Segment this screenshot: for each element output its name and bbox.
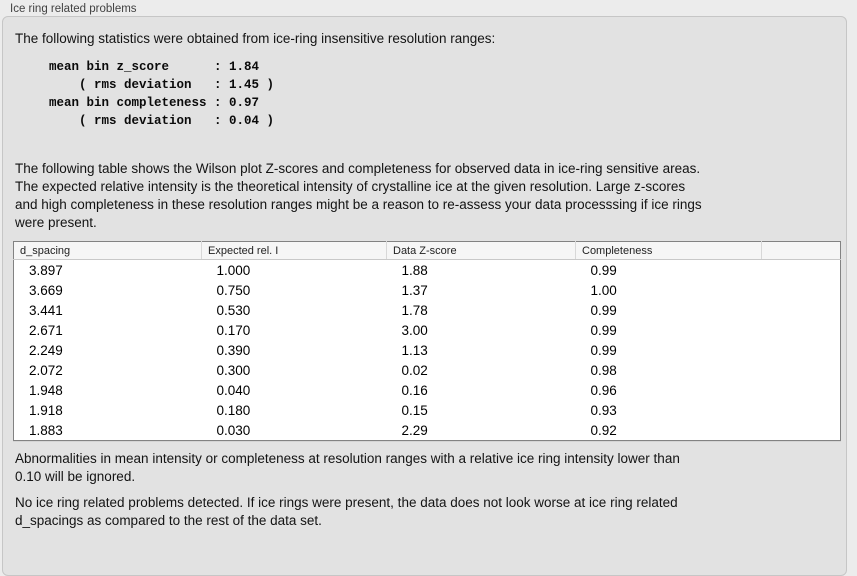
ice-table-header-row: d_spacing Expected rel. I Data Z-score Comp… <box>13 241 841 260</box>
table-cell: 0.99 <box>590 302 617 318</box>
table-cell: 1.00 <box>590 282 617 298</box>
table-cell <box>762 360 841 380</box>
column-header[interactable]: Completeness <box>575 241 762 260</box>
table-cell: 1.13 <box>401 342 428 358</box>
table-row[interactable]: 1.918 0.180 0.15 0.93 <box>14 400 841 420</box>
table-cell: 1.918 <box>29 402 63 418</box>
table-cell: 0.040 <box>216 382 251 398</box>
table-cell: 0.15 <box>401 402 428 418</box>
table-cell: 3.00 <box>401 322 428 338</box>
ice-ring-groupbox: The following statistics were obtained f… <box>2 16 847 576</box>
table-cell: 1.37 <box>401 282 428 298</box>
table-row[interactable]: 3.669 0.750 1.37 1.00 <box>14 280 841 300</box>
table-cell: 0.390 <box>216 342 251 358</box>
table-cell: 1.883 <box>29 422 63 438</box>
table-cell: 3.441 <box>29 302 63 318</box>
table-cell <box>762 400 841 420</box>
table-cell <box>762 320 841 340</box>
stats-block: mean bin z_score : 1.84 ( rms deviation … <box>49 60 275 128</box>
table-cell: 0.99 <box>590 342 617 358</box>
table-row[interactable]: 2.249 0.390 1.13 0.99 <box>14 340 841 360</box>
table-row[interactable]: 2.072 0.300 0.02 0.98 <box>14 360 841 380</box>
ignore-note-text: Abnormalities in mean intensity or compl… <box>15 451 680 484</box>
table-cell: 0.96 <box>590 382 617 398</box>
table-description-text: The following table shows the Wilson plo… <box>15 161 702 230</box>
table-cell: 1.78 <box>401 302 428 318</box>
table-cell: 0.16 <box>401 382 428 398</box>
table-cell: 1.88 <box>401 262 428 278</box>
table-cell: 1.948 <box>29 382 63 398</box>
table-cell: 0.99 <box>590 262 617 278</box>
column-header[interactable]: Data Z-score <box>386 241 576 260</box>
column-header[interactable]: Expected rel. I <box>201 241 387 260</box>
table-cell <box>762 340 841 360</box>
table-row[interactable]: 3.441 0.530 1.78 0.99 <box>14 300 841 320</box>
table-cell <box>762 380 841 400</box>
ice-table-body: 3.897 1.000 1.88 0.99 3.669 0.750 1.37 1.00 3.44… <box>14 260 841 441</box>
table-cell <box>762 300 841 320</box>
table-cell: 0.98 <box>590 362 617 378</box>
table-cell: 0.750 <box>216 282 251 298</box>
ice-ring-panel: { "panel": { "title": "Ice ring related … <box>2 3 847 576</box>
table-cell <box>762 260 841 281</box>
table-cell: 0.180 <box>216 402 251 418</box>
intro-text: The following statistics were obtained f… <box>15 31 496 46</box>
table-row[interactable]: 1.883 0.030 2.29 0.92 <box>14 420 841 441</box>
table-cell: 2.249 <box>29 342 63 358</box>
table-cell: 0.300 <box>216 362 251 378</box>
table-cell: 0.530 <box>216 302 251 318</box>
table-cell: 1.000 <box>216 262 251 278</box>
table-cell: 0.93 <box>590 402 617 418</box>
column-header[interactable]: d_spacing <box>13 241 202 260</box>
table-row[interactable]: 1.948 0.040 0.16 0.96 <box>14 380 841 400</box>
table-cell <box>762 280 841 300</box>
panel-title: Ice ring related problems <box>10 3 137 15</box>
table-cell: 3.897 <box>29 262 63 278</box>
table-cell: 2.072 <box>29 362 63 378</box>
table-cell: 0.02 <box>401 362 428 378</box>
ice-ring-table-container: d_spacing Expected rel. I Data Z-score Comp… <box>13 241 841 441</box>
conclusion-text: No ice ring related problems detected. I… <box>15 495 678 528</box>
table-cell: 0.030 <box>216 422 251 438</box>
table-cell: 0.170 <box>216 322 251 338</box>
table-cell: 2.671 <box>29 322 63 338</box>
table-row[interactable]: 3.897 1.000 1.88 0.99 <box>14 260 841 281</box>
table-cell: 3.669 <box>29 282 63 298</box>
table-cell: 2.29 <box>401 422 428 438</box>
ice-table: d_spacing Expected rel. I Data Z-score Comp… <box>13 241 841 441</box>
table-row[interactable]: 2.671 0.170 3.00 0.99 <box>14 320 841 340</box>
table-cell: 0.99 <box>590 322 617 338</box>
table-cell: 0.92 <box>590 422 617 438</box>
table-cell <box>762 420 841 441</box>
column-header[interactable] <box>761 241 841 260</box>
